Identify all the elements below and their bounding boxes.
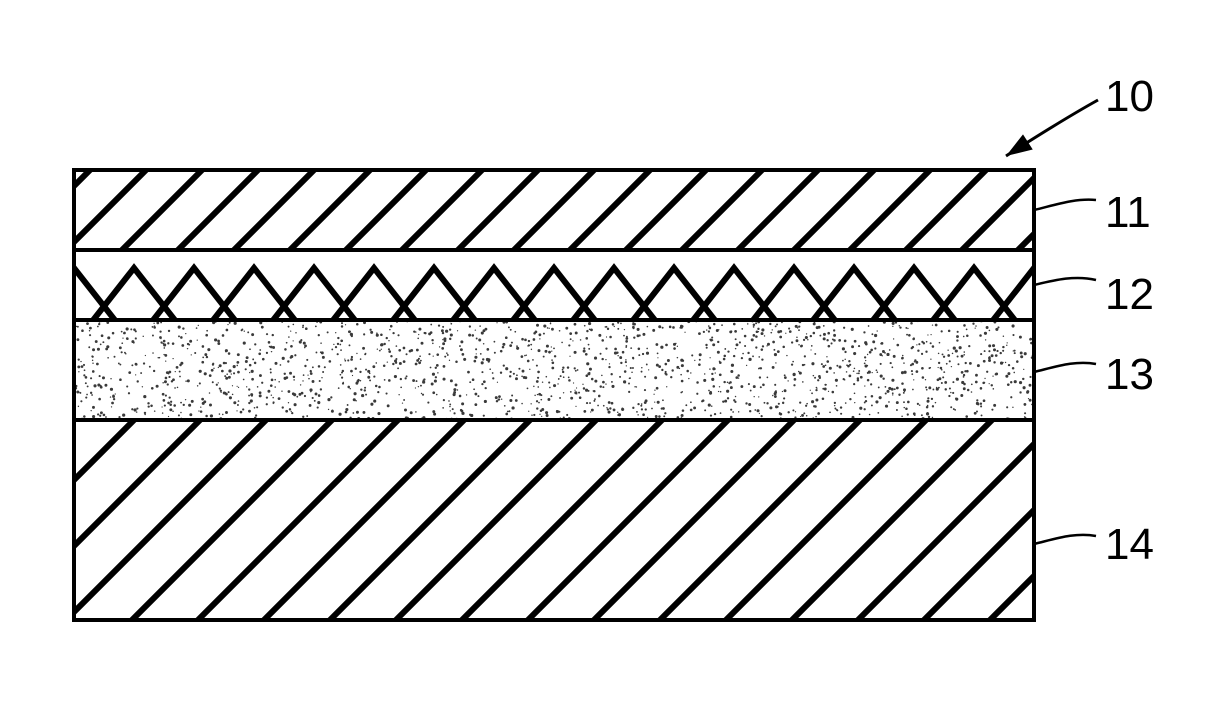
label-14: 14: [1105, 520, 1154, 570]
label-13: 13: [1105, 350, 1154, 400]
diagram-svg: [0, 0, 1218, 725]
leader-12: [1034, 278, 1096, 285]
diagram-stage: 10 11 12 13 14: [0, 0, 1218, 725]
leader-11: [1034, 200, 1096, 210]
label-11: 11: [1105, 188, 1151, 238]
label-10: 10: [1105, 72, 1154, 122]
arrowhead-10: [1006, 134, 1033, 156]
leader-14: [1034, 535, 1096, 544]
layer-bg-13: [74, 320, 1034, 420]
label-12: 12: [1105, 270, 1154, 320]
leader-13: [1034, 363, 1096, 372]
